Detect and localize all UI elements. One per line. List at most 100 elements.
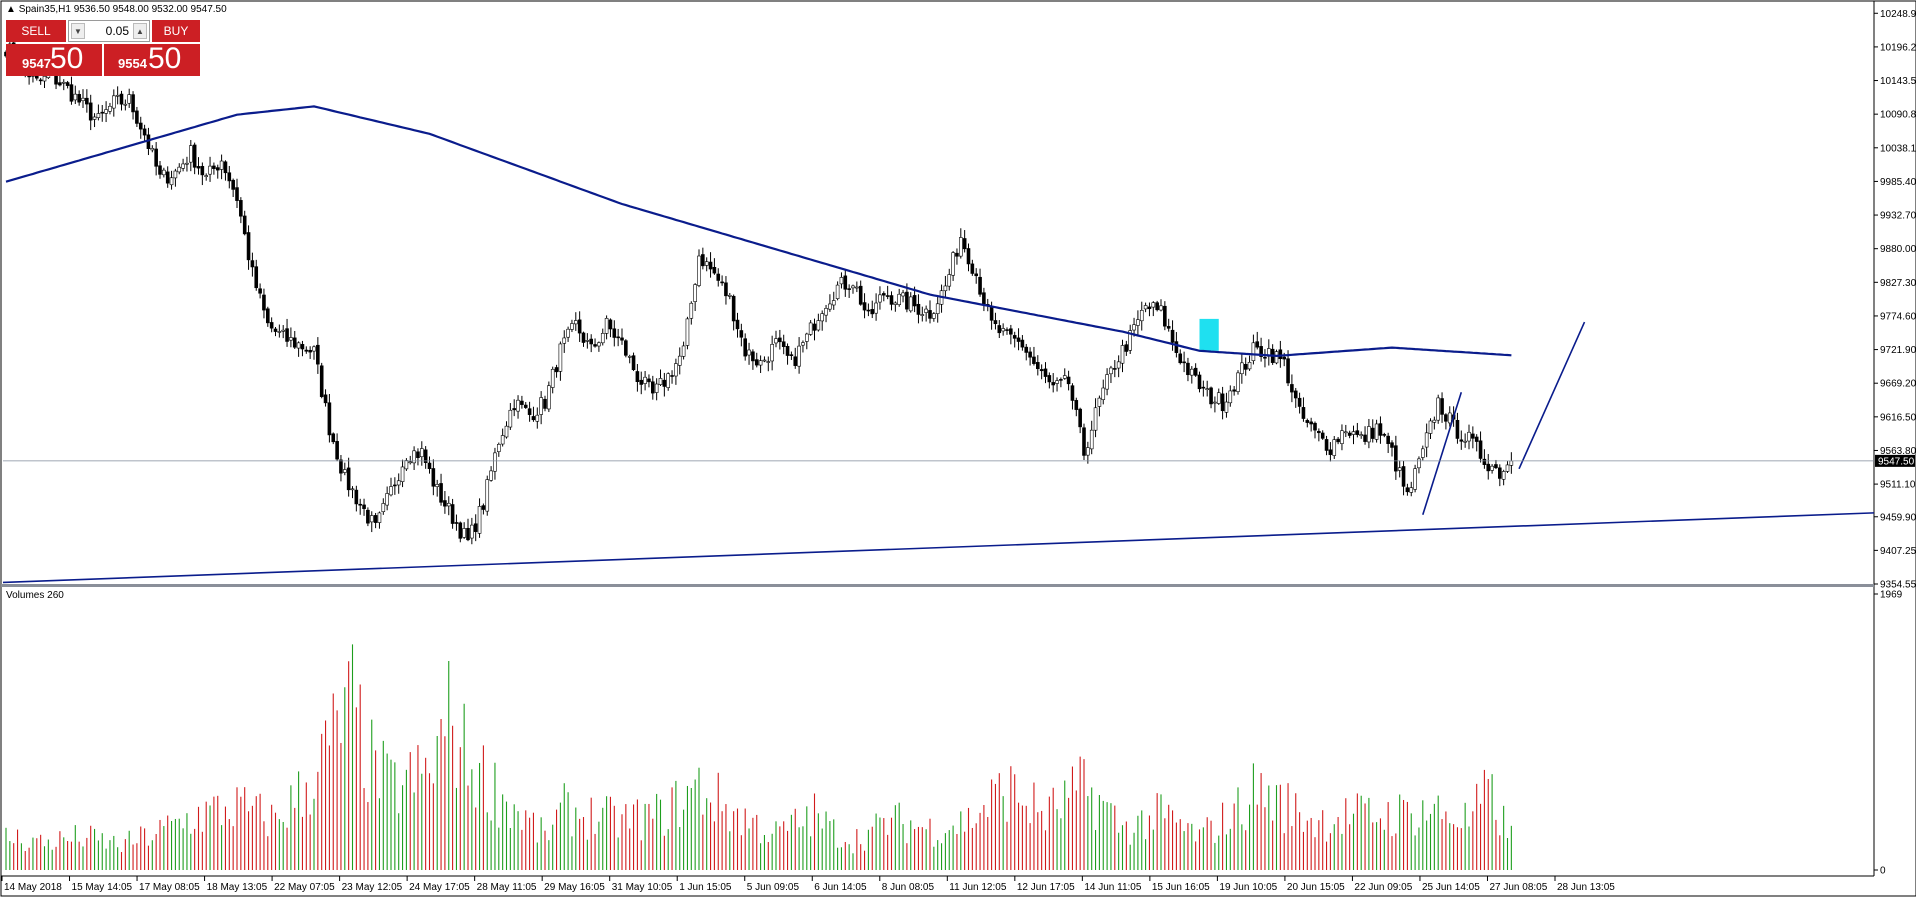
candle-bull bbox=[674, 363, 678, 377]
candle-bear bbox=[158, 165, 162, 175]
candle-bear bbox=[1174, 341, 1179, 353]
candle-bull bbox=[727, 294, 732, 297]
candle bbox=[493, 447, 497, 480]
candle bbox=[901, 289, 905, 303]
sell-price-button[interactable]: 9547 50 bbox=[6, 42, 102, 76]
candle-bull bbox=[573, 320, 578, 325]
candle bbox=[677, 347, 682, 375]
candle bbox=[908, 292, 913, 313]
price-tick-label: 10196.20 bbox=[1880, 42, 1916, 53]
lot-increase-icon[interactable]: ▲ bbox=[133, 23, 147, 39]
candle bbox=[404, 458, 409, 471]
candle-bull bbox=[1367, 426, 1371, 443]
time-tick-label: 14 Jun 11:05 bbox=[1084, 882, 1142, 893]
candle-bear bbox=[1378, 423, 1383, 436]
candle bbox=[654, 378, 659, 401]
collapse-triangle-icon[interactable]: ▲ bbox=[6, 4, 16, 15]
candle-bear bbox=[1024, 346, 1029, 353]
candle bbox=[1255, 331, 1260, 350]
candle bbox=[85, 89, 89, 113]
candle bbox=[1209, 386, 1213, 409]
candle bbox=[608, 318, 613, 338]
candle-bull bbox=[747, 349, 751, 356]
candle-bull bbox=[404, 460, 409, 470]
candle bbox=[604, 315, 609, 340]
candle bbox=[824, 304, 828, 323]
buy-price-button[interactable]: 9554 50 bbox=[104, 42, 200, 76]
time-tick-label: 22 Jun 09:05 bbox=[1354, 882, 1412, 893]
candle bbox=[73, 85, 78, 105]
candle-bear bbox=[858, 285, 863, 305]
pane-splitter bbox=[1, 584, 1874, 587]
candle bbox=[412, 446, 416, 470]
candle-bear bbox=[1036, 362, 1040, 370]
time-tick-label: 5 Jun 09:05 bbox=[747, 882, 800, 893]
candle-bear bbox=[885, 295, 890, 297]
candle-bear bbox=[916, 303, 921, 315]
candle bbox=[396, 473, 401, 494]
candle-bear bbox=[1324, 439, 1329, 451]
price-tick-label: 9563.80 bbox=[1880, 446, 1916, 457]
candle-bear bbox=[1009, 328, 1013, 335]
candle-bear bbox=[1166, 326, 1171, 329]
candle bbox=[1070, 383, 1075, 410]
candle bbox=[881, 291, 886, 302]
candle bbox=[1344, 424, 1348, 438]
candle-bear bbox=[962, 238, 967, 250]
candle bbox=[104, 101, 108, 123]
candle-bear bbox=[1074, 400, 1079, 410]
candle-bear bbox=[512, 408, 517, 411]
candle bbox=[1074, 397, 1079, 417]
candle-bull bbox=[627, 356, 632, 358]
candle bbox=[781, 334, 786, 355]
candle bbox=[1390, 440, 1394, 457]
candle-bull bbox=[855, 286, 859, 289]
candle-bull bbox=[878, 294, 882, 303]
buy-button[interactable]: BUY bbox=[152, 20, 200, 42]
lot-decrease-icon[interactable]: ▼ bbox=[71, 23, 85, 39]
candle bbox=[1263, 349, 1267, 368]
candle bbox=[1401, 460, 1406, 496]
candle-bull bbox=[1062, 375, 1067, 379]
candle bbox=[616, 328, 620, 347]
candle-bear bbox=[1170, 329, 1175, 343]
candle-bear bbox=[38, 79, 43, 82]
candle bbox=[712, 258, 717, 275]
candle bbox=[1032, 346, 1036, 366]
candle bbox=[512, 399, 517, 417]
candle-bear bbox=[154, 148, 158, 167]
candle-bull bbox=[277, 331, 282, 333]
candle-bear bbox=[1232, 389, 1236, 392]
candle bbox=[527, 401, 532, 422]
candle bbox=[1201, 380, 1206, 397]
candle-bull bbox=[570, 323, 574, 330]
time-tick-label: 11 Jun 12:05 bbox=[949, 882, 1007, 893]
candle-bull bbox=[808, 322, 813, 335]
candle bbox=[458, 521, 463, 543]
candle bbox=[789, 351, 794, 360]
candle bbox=[1417, 456, 1421, 474]
candle-bear bbox=[1486, 463, 1491, 472]
candle-bear bbox=[1440, 398, 1444, 415]
candle-bull bbox=[470, 524, 474, 539]
candle-bear bbox=[77, 94, 81, 103]
lot-size-input[interactable] bbox=[87, 23, 131, 39]
candle-bear bbox=[1147, 306, 1152, 310]
time-tick-label: 12 Jun 17:05 bbox=[1017, 882, 1075, 893]
candle bbox=[1247, 355, 1252, 371]
candle bbox=[897, 288, 902, 307]
candle bbox=[1197, 371, 1202, 393]
candle-bull bbox=[92, 116, 97, 120]
candle bbox=[354, 485, 359, 512]
candle-bull bbox=[1340, 430, 1344, 444]
candle-bull bbox=[1240, 362, 1244, 375]
candle-bull bbox=[689, 302, 694, 319]
volume-tick-label: 1969 bbox=[1880, 590, 1903, 601]
candle bbox=[716, 268, 721, 287]
candle bbox=[1293, 387, 1298, 408]
price-tick-label: 10038.10 bbox=[1880, 143, 1916, 154]
candle bbox=[739, 323, 744, 347]
sell-button[interactable]: SELL bbox=[6, 20, 66, 42]
